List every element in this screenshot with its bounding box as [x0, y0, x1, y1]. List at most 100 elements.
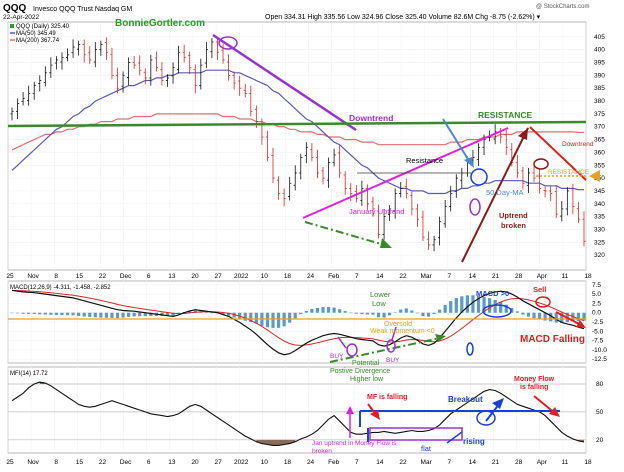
x-tick-label: Dec — [120, 273, 132, 280]
price-candle — [271, 147, 275, 184]
legend-swatch-price — [10, 24, 14, 28]
price-candle — [554, 185, 558, 218]
x-tick-label-bottom: 25 — [6, 459, 14, 466]
macd-histogram-bar — [127, 312, 131, 317]
macd-tick-label: -7.5 — [592, 338, 604, 345]
macd-histogram-bar — [465, 295, 469, 313]
breakout-arrowhead — [492, 398, 504, 409]
label-resistance-short: RESISTANCE — [548, 169, 590, 176]
x-tick-label-bottom: 11 — [562, 459, 569, 466]
label-resistance: RESISTANCE — [478, 110, 532, 120]
price-candle — [115, 67, 120, 94]
macd-histogram-bar — [60, 312, 64, 316]
macd-histogram-bar — [188, 310, 192, 313]
label-jan-uptrend-mfi: Jan uptrend in Money Flow is — [312, 440, 397, 447]
label-mf-falling: MF is falling — [367, 394, 407, 401]
x-tick-label-bottom: 8 — [54, 459, 58, 466]
macd-histogram-bar — [77, 312, 81, 316]
macd-tick-label: 7.5 — [592, 282, 601, 289]
price-tick-label: 375 — [594, 111, 605, 118]
price-tick-label: 405 — [594, 34, 605, 41]
price-candle — [38, 75, 42, 92]
green-dashdot-arrowhead — [380, 238, 392, 248]
x-tick-label: 18 — [584, 273, 592, 280]
price-tick-label: 360 — [594, 149, 605, 156]
price-candle — [54, 56, 59, 70]
macd-histogram-bar — [138, 312, 142, 317]
macd-histogram-bar — [537, 312, 542, 320]
x-tick-label-bottom: 24 — [307, 459, 315, 466]
macd-histogram-bar — [321, 307, 325, 313]
price-candle — [188, 51, 192, 75]
macd-histogram-bar — [471, 295, 475, 313]
x-tick-label-bottom: 7 — [447, 459, 451, 466]
price-candle — [238, 75, 242, 96]
macd-histogram-bar — [99, 312, 103, 318]
price-candle — [210, 38, 214, 59]
label-broken: broken — [501, 221, 526, 230]
mfi-tick-label: 80 — [596, 381, 604, 388]
x-tick-label-bottom: 18 — [584, 459, 592, 466]
macd-tick-label: -12.5 — [592, 356, 607, 363]
macd-histogram-bar — [393, 312, 397, 313]
label-oversold: Oversold — [384, 321, 412, 328]
price-candle — [221, 43, 225, 64]
macd-histogram-bar — [582, 312, 586, 321]
price-candle — [371, 196, 375, 217]
mfi-line — [11, 381, 585, 446]
x-tick-label-bottom: 27 — [214, 459, 222, 466]
price-candle — [138, 55, 142, 76]
macd-histogram-bar — [49, 312, 53, 315]
price-candle — [299, 153, 303, 180]
divergence-arrow — [329, 337, 441, 363]
macd-histogram-bar — [115, 312, 120, 319]
price-candle — [560, 201, 564, 222]
macd-histogram-bar — [171, 312, 175, 316]
label-buy-1: BUY — [330, 353, 344, 360]
macd-histogram-bar — [493, 299, 497, 313]
price-candle — [232, 71, 236, 90]
price-candle — [404, 178, 408, 199]
macd-histogram-bar — [310, 308, 314, 313]
x-tick-label-bottom: Nov — [27, 459, 39, 466]
price-candle — [549, 185, 553, 202]
price-candle — [193, 64, 197, 94]
price-candle — [526, 167, 531, 194]
breakout-circle — [476, 410, 496, 426]
price-candle — [504, 129, 508, 155]
label-money-flow: Money Flow — [514, 376, 555, 383]
x-tick-label-bottom: 15 — [76, 459, 84, 466]
label-potential: Potential — [352, 360, 380, 367]
price-candle — [304, 142, 308, 164]
price-candle — [110, 47, 114, 80]
x-tick-label: Apr — [537, 273, 548, 280]
x-tick-label: 18 — [284, 273, 292, 280]
price-tick-label: 380 — [594, 98, 605, 105]
price-candle — [399, 181, 403, 198]
label-uptrend: Uptrend — [499, 211, 528, 220]
macd-histogram-bar — [221, 312, 225, 315]
x-tick-label: Nov — [27, 273, 39, 280]
security-name: Invesco QQQ Trust Nasdaq GM — [33, 6, 132, 13]
label-broken-mfi: broken — [312, 448, 332, 455]
macd-line — [11, 289, 585, 356]
price-tick-label: 370 — [594, 124, 605, 131]
x-tick-label-bottom: 10 — [261, 459, 269, 466]
x-tick-label: 6 — [147, 273, 151, 280]
x-tick-label-bottom: Dec — [120, 459, 132, 466]
symbol: QQQ — [3, 3, 27, 14]
label-low: Low — [372, 299, 386, 308]
price-candle — [60, 52, 64, 70]
price-candle — [99, 40, 103, 57]
price-candle — [154, 51, 158, 72]
macd-histogram-bar — [560, 312, 564, 323]
price-candle — [326, 157, 331, 188]
macd-histogram-bar — [510, 308, 514, 313]
macd-histogram-bar — [499, 301, 503, 313]
price-candle — [143, 68, 147, 85]
macd-histogram-bar — [15, 312, 20, 314]
jan-uptrend-mfi-arrowhead — [346, 406, 354, 414]
price-panel — [7, 21, 587, 271]
x-tick-label: 11 — [562, 273, 569, 280]
